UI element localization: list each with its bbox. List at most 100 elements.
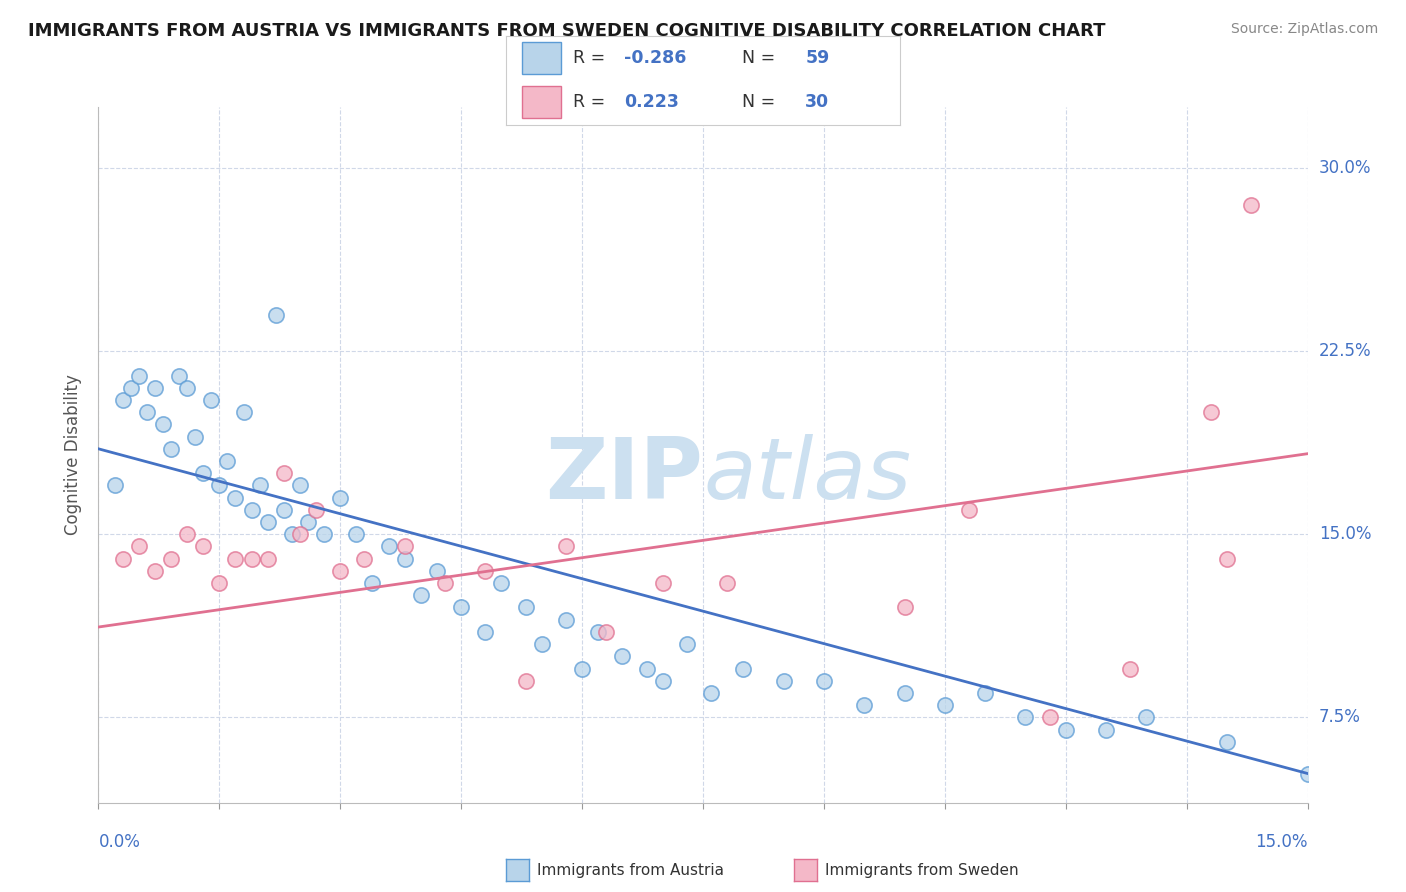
Point <box>193 467 215 481</box>
Point <box>733 661 755 675</box>
Text: 30.0%: 30.0% <box>1319 159 1371 178</box>
Point <box>1216 735 1239 749</box>
Point <box>256 551 278 566</box>
Point <box>853 698 876 713</box>
Point <box>208 478 231 492</box>
FancyBboxPatch shape <box>522 86 561 118</box>
Text: 59: 59 <box>806 49 830 67</box>
Point <box>329 564 352 578</box>
Point <box>426 564 449 578</box>
Point <box>1216 551 1239 566</box>
Text: 0.0%: 0.0% <box>98 833 141 851</box>
Text: atlas: atlas <box>703 434 911 517</box>
Point <box>135 405 157 419</box>
Point <box>772 673 794 688</box>
Point <box>474 624 496 639</box>
Text: N =: N = <box>731 49 780 67</box>
Point <box>651 576 673 591</box>
Point <box>143 564 166 578</box>
Point <box>160 551 183 566</box>
Text: 15.0%: 15.0% <box>1256 833 1308 851</box>
Point <box>152 417 174 432</box>
Point <box>450 600 472 615</box>
Point <box>256 515 278 529</box>
Text: Source: ZipAtlas.com: Source: ZipAtlas.com <box>1230 22 1378 37</box>
Point <box>555 540 578 554</box>
Point <box>232 405 254 419</box>
Point <box>314 527 336 541</box>
Point <box>474 564 496 578</box>
Point <box>515 600 537 615</box>
Point <box>1054 723 1077 737</box>
Text: Immigrants from Sweden: Immigrants from Sweden <box>825 863 1019 878</box>
Point <box>224 491 246 505</box>
Point <box>716 576 738 591</box>
Point <box>128 368 150 383</box>
Point <box>934 698 956 713</box>
Point <box>612 649 634 664</box>
Point <box>264 308 287 322</box>
Point <box>1039 710 1062 724</box>
Point <box>353 551 375 566</box>
Point <box>160 442 183 456</box>
Point <box>893 600 915 615</box>
Point <box>240 503 263 517</box>
Point <box>217 454 239 468</box>
Point <box>1095 723 1118 737</box>
Point <box>1296 766 1319 780</box>
Point <box>491 576 513 591</box>
Point <box>571 661 593 675</box>
Point <box>297 515 319 529</box>
Point <box>394 540 416 554</box>
Point <box>111 392 134 407</box>
Point <box>555 613 578 627</box>
Point <box>1240 197 1263 211</box>
Point <box>361 576 384 591</box>
Point <box>377 540 399 554</box>
Point <box>305 503 328 517</box>
Point <box>249 478 271 492</box>
Point <box>344 527 367 541</box>
Point <box>329 491 352 505</box>
Point <box>184 429 207 443</box>
Point <box>676 637 699 651</box>
Point <box>394 551 416 566</box>
Text: ZIP: ZIP <box>546 434 703 517</box>
Text: 15.0%: 15.0% <box>1319 525 1371 543</box>
Text: 22.5%: 22.5% <box>1319 343 1371 360</box>
Point <box>957 503 980 517</box>
Point <box>893 686 915 700</box>
Point <box>515 673 537 688</box>
Text: IMMIGRANTS FROM AUSTRIA VS IMMIGRANTS FROM SWEDEN COGNITIVE DISABILITY CORRELATI: IMMIGRANTS FROM AUSTRIA VS IMMIGRANTS FR… <box>28 22 1105 40</box>
Point <box>193 540 215 554</box>
Text: 0.223: 0.223 <box>624 93 679 111</box>
Point <box>700 686 723 700</box>
Point <box>167 368 190 383</box>
Point <box>1199 405 1222 419</box>
Text: -0.286: -0.286 <box>624 49 686 67</box>
Point <box>120 381 142 395</box>
Text: 7.5%: 7.5% <box>1319 708 1361 726</box>
Point <box>281 527 304 541</box>
Point <box>224 551 246 566</box>
Point <box>143 381 166 395</box>
Text: R =: R = <box>574 49 610 67</box>
Point <box>636 661 658 675</box>
Text: 30: 30 <box>806 93 830 111</box>
Point <box>176 527 198 541</box>
Point <box>1014 710 1036 724</box>
Point <box>240 551 263 566</box>
Point <box>651 673 673 688</box>
Point <box>111 551 134 566</box>
Point <box>434 576 457 591</box>
Text: Immigrants from Austria: Immigrants from Austria <box>537 863 724 878</box>
Text: R =: R = <box>574 93 616 111</box>
Text: N =: N = <box>731 93 780 111</box>
Point <box>103 478 125 492</box>
Point <box>176 381 198 395</box>
Point <box>128 540 150 554</box>
Point <box>1135 710 1157 724</box>
Y-axis label: Cognitive Disability: Cognitive Disability <box>65 375 83 535</box>
Point <box>273 503 295 517</box>
Point <box>409 588 432 602</box>
